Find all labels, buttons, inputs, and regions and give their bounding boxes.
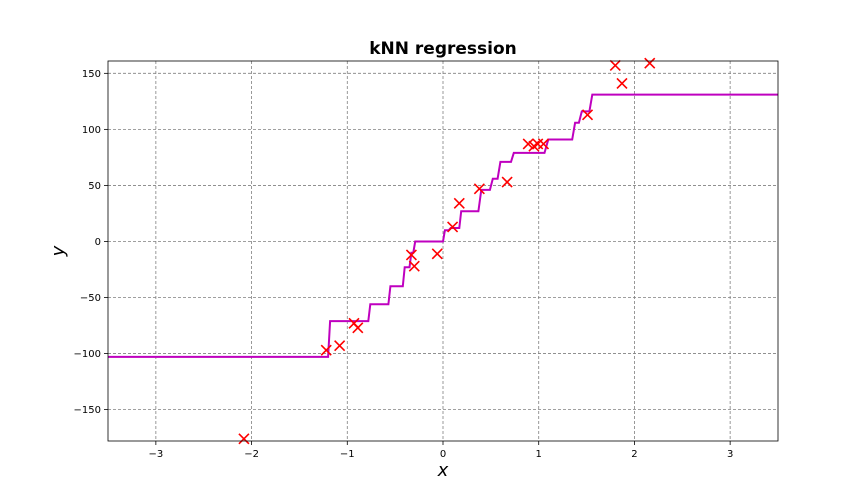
- data-point-marker: [405, 249, 417, 261]
- data-point-marker: [532, 138, 544, 150]
- data-point-marker: [320, 344, 332, 356]
- axis-ticks: −3 −2 −1 0 1 2 3 −150 −100 −50 0 50 100 150: [74, 69, 734, 460]
- data-point-marker: [453, 197, 465, 209]
- x-tick-label: 2: [631, 449, 637, 460]
- plot-frame: [107, 60, 779, 442]
- data-point-marker: [431, 248, 443, 260]
- y-tick-label: −150: [74, 405, 101, 416]
- x-tick-label: 1: [536, 449, 542, 460]
- plot-area: [108, 57, 778, 445]
- y-tick-label: 100: [82, 125, 101, 136]
- x-axis-label: x: [437, 460, 449, 481]
- x-tick-label: 0: [440, 449, 446, 460]
- data-point-marker: [473, 183, 485, 195]
- chart-title: kNN regression: [369, 39, 517, 59]
- data-point-marker: [238, 433, 250, 445]
- grid: [108, 61, 778, 441]
- y-tick-label: −50: [80, 293, 101, 304]
- x-tick-label: −1: [340, 449, 355, 460]
- data-point-marker: [352, 322, 364, 334]
- y-tick-label: −100: [74, 349, 101, 360]
- data-point-marker: [501, 176, 513, 188]
- data-point-marker: [447, 221, 459, 233]
- y-tick-label: 150: [82, 69, 101, 80]
- x-tick-label: −3: [148, 449, 163, 460]
- data-point-marker: [522, 138, 534, 150]
- data-point-marker: [616, 77, 628, 89]
- data-point-marker: [609, 59, 621, 72]
- knn-prediction-line: [108, 93, 778, 358]
- data-point-marker: [334, 340, 346, 352]
- x-tick-label: −2: [244, 449, 259, 460]
- y-tick-label: 0: [95, 237, 101, 248]
- data-point-marker: [408, 260, 420, 272]
- y-axis-label: y: [48, 245, 69, 257]
- y-tick-label: 50: [88, 181, 101, 192]
- data-point-marker: [537, 138, 550, 150]
- data-point-marker: [644, 57, 656, 69]
- x-tick-label: 3: [727, 449, 733, 460]
- data-point-marker: [581, 109, 594, 121]
